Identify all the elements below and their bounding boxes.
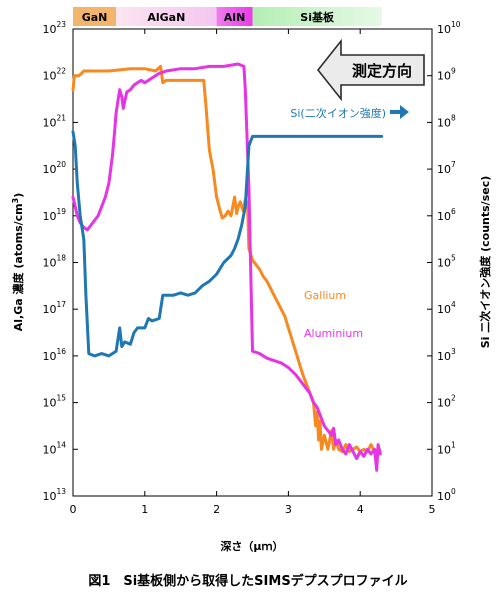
figure-caption: 図1 Si基板側から取得したSIMSデプスプロファイル bbox=[88, 573, 407, 589]
x-tick-label: 2 bbox=[213, 503, 220, 516]
right-y-tick-label: 107 bbox=[437, 160, 456, 176]
left-y-tick-label: 1022 bbox=[42, 67, 66, 83]
left-y-tick-label: 1018 bbox=[42, 254, 66, 270]
direction-arrow-shape bbox=[316, 38, 425, 102]
measurement-direction-arrow: 測定方向 bbox=[316, 38, 425, 102]
layer-band-1 bbox=[116, 7, 217, 26]
left-y-tick-label: 1014 bbox=[42, 440, 66, 456]
gallium-series-label: Gallium bbox=[304, 289, 346, 302]
x-axis-title: 深さ（μｍ） bbox=[220, 539, 283, 553]
right-y-tick-label: 102 bbox=[437, 394, 456, 410]
layer-band-label-1: AlGaN bbox=[147, 11, 185, 24]
right-y-tick-label: 108 bbox=[437, 113, 456, 129]
x-tick-label: 4 bbox=[357, 503, 364, 516]
si-series-label: Si(二次イオン強度) bbox=[290, 106, 386, 120]
left-y-tick-label: 1023 bbox=[42, 20, 66, 36]
layer-band-label-2: AlN bbox=[224, 11, 246, 24]
x-tick-label: 3 bbox=[285, 503, 292, 516]
right-y-tick-label: 1010 bbox=[437, 20, 461, 36]
aluminium-series-label: Aluminium bbox=[304, 327, 363, 340]
right-y-axis-title: Si 二次イオン強度 (counts/sec) bbox=[478, 176, 492, 349]
layer-band-3 bbox=[252, 7, 382, 26]
x-tick-label: 5 bbox=[429, 503, 436, 516]
layer-band-label-0: GaN bbox=[82, 11, 108, 24]
si-series-arrow-icon bbox=[390, 105, 409, 119]
left-y-axis-title: Al,Ga 濃度 (atoms/cm3) bbox=[11, 193, 25, 331]
layer-band-0 bbox=[73, 7, 117, 26]
left-y-tick-label: 1015 bbox=[42, 394, 66, 410]
series-lines bbox=[71, 62, 384, 472]
x-tick-label: 1 bbox=[141, 503, 148, 516]
left-y-tick-label: 1013 bbox=[42, 487, 66, 503]
layer-band-2 bbox=[216, 7, 253, 26]
direction-label: 測定方向 bbox=[352, 62, 412, 80]
layer-bands: GaN AlGaN AlN Si基板 bbox=[73, 7, 382, 26]
right-y-tick-label: 100 bbox=[437, 487, 456, 503]
left-y-tick-label: 1021 bbox=[42, 113, 66, 129]
left-y-tick-labels: 1013 1014 1015 1016 1017 1018 1019 1020 1021 1022… bbox=[42, 20, 66, 503]
right-y-tick-label: 103 bbox=[437, 347, 456, 363]
x-tick-labels: 0 1 2 3 4 5 bbox=[70, 503, 436, 516]
right-y-tick-label: 104 bbox=[437, 300, 456, 316]
tick-marks bbox=[72, 28, 433, 497]
series-line-1 bbox=[71, 62, 382, 472]
right-y-tick-labels: 100 101 102 103 104 105 106 107 108 109 1010 bbox=[437, 20, 461, 503]
right-y-tick-label: 106 bbox=[437, 207, 456, 223]
series-line-2 bbox=[71, 130, 384, 358]
left-y-tick-label: 1020 bbox=[42, 160, 66, 176]
left-y-tick-label: 1019 bbox=[42, 207, 66, 223]
x-tick-label: 0 bbox=[70, 503, 77, 516]
right-y-tick-label: 105 bbox=[437, 254, 456, 270]
right-y-tick-label: 101 bbox=[437, 440, 456, 456]
right-y-tick-label: 109 bbox=[437, 67, 456, 83]
left-y-tick-label: 1017 bbox=[42, 300, 66, 316]
left-y-tick-label: 1016 bbox=[42, 347, 66, 363]
layer-band-label-3: Si基板 bbox=[300, 10, 335, 24]
